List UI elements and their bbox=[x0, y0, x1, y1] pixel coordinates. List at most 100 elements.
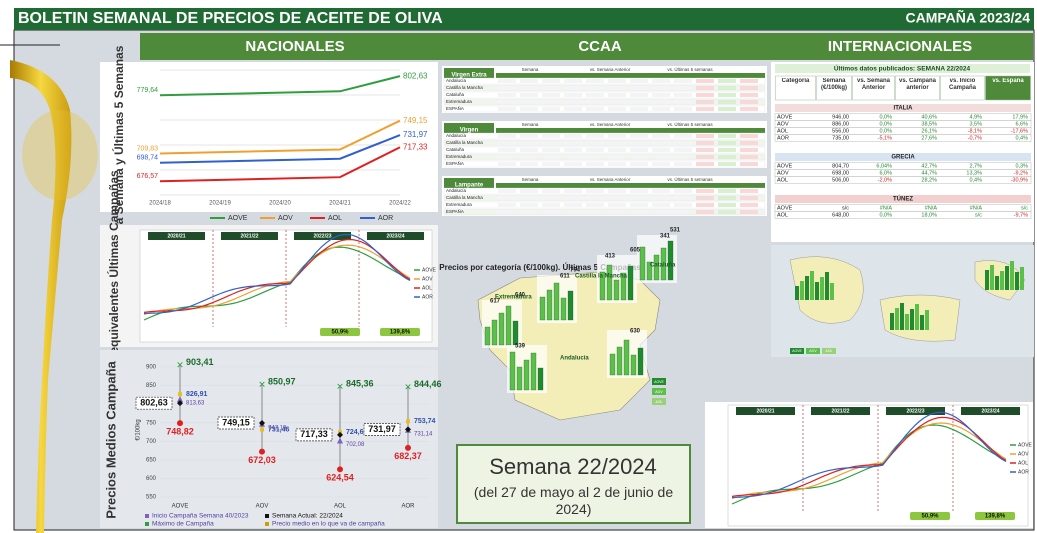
cell: #N/A bbox=[925, 205, 938, 211]
map-title: Precios por categoría (€/100kg). Últimas… bbox=[439, 263, 641, 272]
note-box bbox=[380, 328, 420, 336]
cell bbox=[608, 79, 626, 83]
mini-bar bbox=[905, 314, 909, 330]
legend-label: AOVE bbox=[654, 380, 664, 384]
price-line bbox=[159, 134, 401, 164]
cell: 506,00 bbox=[832, 177, 849, 183]
cell: 6,0% bbox=[879, 170, 892, 176]
cell bbox=[542, 79, 560, 83]
cell bbox=[608, 196, 626, 200]
cell: 28,2% bbox=[921, 177, 937, 183]
x-tick-label: 2024/18 bbox=[149, 201, 171, 207]
legend-swatch bbox=[652, 378, 666, 385]
cell: 648,00 bbox=[832, 212, 849, 218]
legend-swatch bbox=[265, 514, 269, 518]
cell bbox=[718, 196, 736, 200]
country-band bbox=[775, 153, 1031, 161]
mini-bar bbox=[609, 353, 616, 376]
cell bbox=[498, 134, 516, 138]
row-band bbox=[443, 105, 766, 113]
cell bbox=[630, 148, 648, 152]
price-line bbox=[159, 119, 401, 155]
period-box bbox=[294, 232, 351, 240]
cell bbox=[564, 203, 582, 207]
legend-swatch bbox=[145, 522, 149, 526]
mini-bar bbox=[990, 265, 994, 290]
cell bbox=[498, 148, 516, 152]
mini-bar bbox=[795, 286, 799, 300]
start-label: 676,57 bbox=[137, 173, 159, 180]
row-band bbox=[443, 187, 766, 195]
cell bbox=[586, 210, 604, 214]
mini-bar bbox=[1005, 266, 1009, 290]
legend-label: AOV bbox=[809, 349, 817, 353]
mini-bar bbox=[925, 310, 929, 330]
cell bbox=[564, 196, 582, 200]
cell bbox=[564, 100, 582, 104]
cell bbox=[564, 148, 582, 152]
mean-label: 753,74 bbox=[414, 418, 436, 425]
legend-label: AOV bbox=[1018, 451, 1029, 457]
cell bbox=[674, 203, 692, 207]
row-band bbox=[443, 194, 766, 202]
cell bbox=[718, 210, 736, 214]
max-label: 844,46 bbox=[414, 379, 442, 389]
cell: 40,6% bbox=[921, 114, 937, 120]
cell bbox=[630, 86, 648, 90]
row-label: Extremadura bbox=[446, 202, 472, 207]
avg-chart: 550600650700750800850900✕903,41826,91813… bbox=[135, 357, 442, 528]
legend-label: AOR bbox=[422, 294, 433, 300]
y-tick-label: 650 bbox=[146, 457, 157, 463]
cell bbox=[564, 86, 582, 90]
row-box bbox=[774, 169, 1032, 177]
cell: 13,3% bbox=[966, 170, 982, 176]
section-title: NACIONALES bbox=[245, 38, 344, 55]
mini-bar bbox=[660, 247, 667, 281]
end-label: 749,15 bbox=[403, 116, 428, 125]
cell bbox=[696, 100, 714, 104]
cell bbox=[674, 196, 692, 200]
cell bbox=[674, 86, 692, 90]
col-header-box bbox=[775, 75, 816, 101]
cell: 0,4% bbox=[969, 177, 982, 183]
current-marker bbox=[405, 426, 411, 433]
cell bbox=[498, 189, 516, 193]
row-box bbox=[774, 162, 1032, 170]
mini-bar bbox=[620, 272, 627, 301]
cell: -17,6% bbox=[1011, 128, 1029, 134]
cell: 556,00 bbox=[832, 128, 849, 134]
cell bbox=[674, 210, 692, 214]
week-box bbox=[456, 444, 691, 524]
cell bbox=[608, 155, 626, 159]
current-box bbox=[363, 423, 401, 436]
cell bbox=[542, 141, 560, 145]
note-label: 50,9% bbox=[921, 514, 939, 520]
cell bbox=[696, 134, 714, 138]
period-label: 2020/21 bbox=[756, 408, 774, 414]
block-label: Virgen bbox=[460, 128, 479, 134]
mini-bar bbox=[890, 313, 894, 330]
cell bbox=[630, 93, 648, 97]
cell bbox=[718, 162, 736, 166]
row-band bbox=[443, 153, 766, 161]
period-box bbox=[811, 407, 870, 415]
mini-bar bbox=[895, 308, 899, 330]
cell bbox=[718, 203, 736, 207]
period-label: 2023/24 bbox=[386, 233, 404, 239]
cell bbox=[586, 107, 604, 111]
cell bbox=[564, 162, 582, 166]
block-label: Lampante bbox=[455, 183, 484, 189]
col-header-wrap: vs. España bbox=[992, 78, 1023, 84]
cell bbox=[740, 148, 758, 152]
mini-bar bbox=[498, 312, 505, 346]
x-tick-label: 2024/21 bbox=[329, 201, 351, 207]
cell: -0,7% bbox=[968, 135, 982, 141]
bar-value: 794 bbox=[570, 268, 581, 274]
legend-swatch bbox=[652, 398, 666, 405]
cell: #N/A bbox=[880, 205, 893, 211]
row-box bbox=[774, 120, 1032, 128]
intl-land bbox=[789, 256, 1026, 342]
price-line bbox=[159, 146, 401, 183]
row-label: ESPAÑA bbox=[446, 208, 464, 214]
col-header-box bbox=[852, 75, 895, 101]
